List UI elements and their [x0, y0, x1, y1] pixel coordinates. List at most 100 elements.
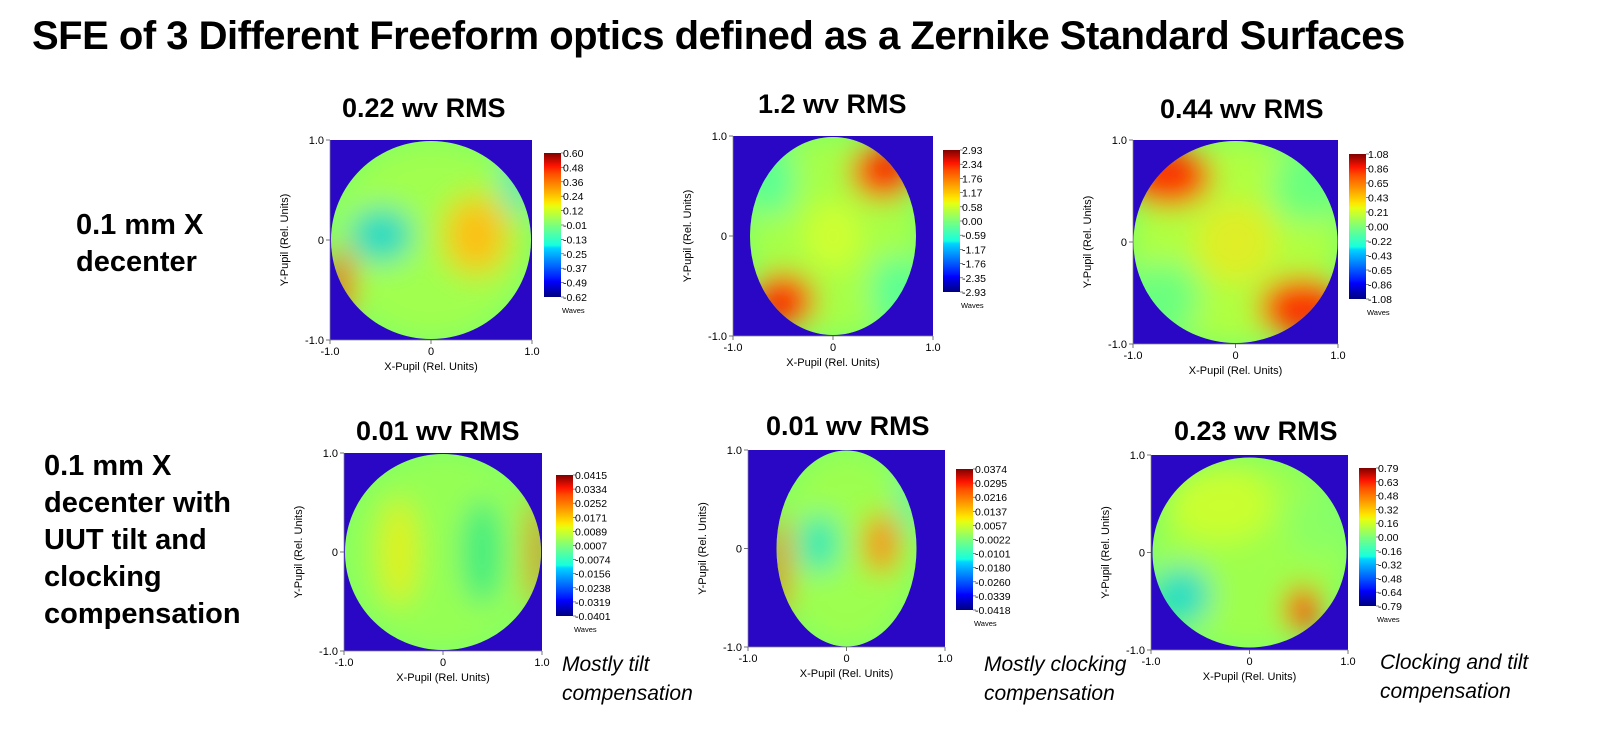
colorbar-tick-label: -0.0401 — [575, 611, 611, 623]
colorbar-tick-label: 1.76 — [962, 173, 983, 185]
x-tick-label: 1.0 — [937, 653, 952, 665]
y-axis-label: Y-Pupil (Rel. Units) — [1082, 196, 1094, 289]
colorbar-tick-label: -0.0260 — [975, 577, 1011, 589]
colorbar-tick-label: 0.00 — [962, 216, 983, 228]
y-axis-label: Y-Pupil (Rel. Units) — [1100, 506, 1112, 599]
x-tick-label: 1.0 — [534, 657, 549, 669]
colorbar-tick-label: 0.32 — [1378, 504, 1399, 516]
colorbar-tick-label: -0.0074 — [575, 555, 611, 567]
y-tick-label: 0 — [1121, 237, 1127, 249]
sfe-map-panel-6: -1.0 0 1.0 1.0 0 -1.0 X-Pupil (Rel. Units) Y-Pu… — [1100, 450, 1409, 685]
colorbar-units-label: Waves — [961, 301, 984, 310]
center-region — [803, 201, 863, 271]
y-tick-label: 1.0 — [1112, 135, 1127, 147]
colorbar-tick-label: -0.86 — [1368, 280, 1392, 292]
rms-title-1: 0.22 wv RMS — [342, 93, 506, 123]
x-tick-label: -1.0 — [724, 342, 743, 354]
x-tick-label: 1.0 — [1330, 350, 1345, 362]
y-tick-label: 1.0 — [712, 131, 727, 143]
y-tick-label: -1.0 — [708, 331, 727, 343]
sfe-map-panel-4: -1.0 0 1.0 1.0 0 -1.0 X-Pupil (Rel. Units) Y-Pu… — [293, 448, 611, 686]
colorbar-tick-label: -0.16 — [1378, 546, 1402, 558]
page-title: SFE of 3 Different Freeform optics defin… — [32, 14, 1405, 58]
y-axis-label: Y-Pupil (Rel. Units) — [279, 194, 291, 287]
y-tick-label: 0 — [721, 231, 727, 243]
sfe-map-svg: -1.0 0 1.0 1.0 0 -1.0 X-Pupil (Rel. Units) Y-Pu… — [682, 131, 986, 369]
colorbar-tick-label: -2.35 — [962, 273, 986, 285]
colorbar-tick-label: 0.0057 — [975, 520, 1007, 532]
x-tick-label: -1.0 — [335, 657, 354, 669]
colorbar-tick-label: 0.0295 — [975, 478, 1007, 490]
colorbar-units-label: Waves — [574, 625, 597, 634]
high-region — [379, 498, 419, 606]
x-tick-label: -1.0 — [321, 346, 340, 358]
colorbar-units-label: Waves — [1367, 308, 1390, 317]
colorbar — [556, 475, 573, 616]
x-axis-label: X-Pupil (Rel. Units) — [384, 361, 478, 373]
colorbar-tick-label: 0.63 — [1378, 477, 1399, 489]
colorbar-tick-label: 0.00 — [1378, 532, 1399, 544]
y-axis-label: Y-Pupil (Rel. Units) — [697, 502, 709, 595]
colorbar-tick-label: -0.79 — [1378, 601, 1402, 613]
surface-base — [345, 454, 541, 650]
colorbar-tick-label: -0.0339 — [975, 591, 1011, 603]
surface-map — [345, 454, 541, 650]
x-tick-label: 0 — [843, 653, 849, 665]
x-tick-label: 0 — [440, 657, 446, 669]
surface-base — [331, 141, 531, 339]
y-tick-label: 0 — [332, 547, 338, 559]
x-tick-label: -1.0 — [739, 653, 758, 665]
colorbar-tick-label: 0.24 — [563, 191, 584, 203]
colorbar-tick-label: -0.0156 — [575, 569, 611, 581]
colorbar — [943, 150, 960, 292]
colorbar-tick-label: -0.22 — [1368, 236, 1392, 248]
colorbar-tick-label: -2.93 — [962, 287, 986, 299]
y-tick-label: 1.0 — [309, 135, 324, 147]
x-axis-label: X-Pupil (Rel. Units) — [1189, 365, 1283, 377]
y-tick-label: -1.0 — [1108, 339, 1127, 351]
sfe-map-svg: -1.0 0 1.0 1.0 0 -1.0 X-Pupil (Rel. Units) Y-Pu… — [293, 448, 611, 684]
colorbar-tick-label: -0.13 — [563, 234, 587, 246]
colorbar — [1349, 154, 1366, 299]
colorbar-tick-label: -0.43 — [1368, 251, 1392, 263]
x-tick-label: 1.0 — [925, 342, 940, 354]
rms-title-5: 0.01 wv RMS — [766, 411, 930, 441]
colorbar-tick-label: -1.76 — [962, 259, 986, 271]
low-region — [349, 207, 413, 263]
colorbar-tick-label: -0.25 — [563, 249, 587, 261]
colorbar-tick-label: 0.00 — [1368, 222, 1389, 234]
high-region — [1167, 467, 1274, 543]
row-label-decenter: 0.1 mm X decenter — [76, 209, 204, 278]
surface-map — [750, 137, 916, 335]
x-tick-label: 0 — [1246, 656, 1252, 668]
colorbar-tick-label: 0.0171 — [575, 512, 607, 524]
colorbar-tick-label: -0.65 — [1368, 265, 1392, 277]
x-tick-label: 0 — [830, 342, 836, 354]
colorbar-tick-label: 0.16 — [1378, 518, 1399, 530]
colorbar-units-label: Waves — [974, 619, 997, 628]
x-tick-label: -1.0 — [1124, 350, 1143, 362]
note-clocking-compensation: Mostly clocking compensation — [984, 653, 1127, 705]
y-tick-label: -1.0 — [319, 646, 338, 658]
surface-base — [776, 450, 917, 647]
x-axis-label: X-Pupil (Rel. Units) — [786, 357, 880, 369]
colorbar-tick-label: -0.0418 — [975, 605, 1011, 617]
colorbar-units-label: Waves — [1377, 615, 1400, 624]
colorbar-tick-label: 0.0374 — [975, 464, 1007, 476]
high-region — [864, 512, 899, 575]
y-axis-label: Y-Pupil (Rel. Units) — [682, 190, 694, 283]
colorbar-tick-label: 0.48 — [563, 162, 584, 174]
colorbar-tick-label: -0.59 — [962, 230, 986, 242]
rms-title-4: 0.01 wv RMS — [356, 416, 520, 446]
colorbar-tick-label: -0.0180 — [975, 563, 1011, 575]
colorbar-tick-label: -0.32 — [1378, 560, 1402, 572]
note-tilt-compensation: Mostly tilt compensation — [562, 653, 693, 705]
colorbar-tick-label: -0.0238 — [575, 583, 611, 595]
sfe-map-svg: -1.0 0 1.0 1.0 0 -1.0 X-Pupil (Rel. Units) Y-Pu… — [697, 445, 1011, 680]
y-tick-label: 1.0 — [323, 448, 338, 460]
colorbar-tick-label: 0.36 — [563, 177, 584, 189]
rms-title-6: 0.23 wv RMS — [1174, 416, 1338, 446]
y-tick-label: 0 — [318, 235, 324, 247]
mid-region — [1288, 490, 1347, 558]
colorbar-tick-label: 0.0137 — [975, 506, 1007, 518]
